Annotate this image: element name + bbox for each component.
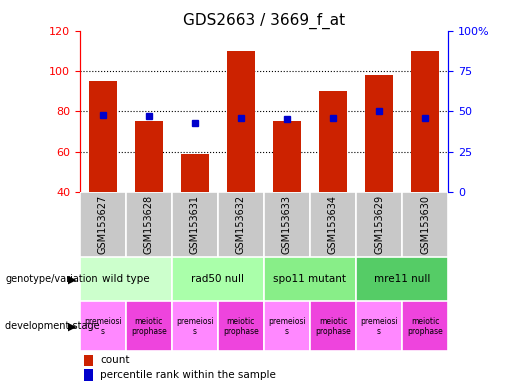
Bar <box>356 301 402 351</box>
Text: GSM153627: GSM153627 <box>98 195 108 254</box>
Bar <box>264 192 310 257</box>
Bar <box>83 369 93 381</box>
Text: meiotic
prophase: meiotic prophase <box>407 317 443 336</box>
Title: GDS2663 / 3669_f_at: GDS2663 / 3669_f_at <box>183 13 345 29</box>
Bar <box>181 154 209 273</box>
Bar <box>402 301 448 351</box>
Bar <box>310 192 356 257</box>
Text: spo11 mutant: spo11 mutant <box>273 274 347 285</box>
Text: genotype/variation: genotype/variation <box>5 274 98 285</box>
Text: premeiosi
s: premeiosi s <box>360 317 398 336</box>
Bar <box>411 51 439 273</box>
Bar <box>126 301 172 351</box>
Text: meiotic
prophase: meiotic prophase <box>131 317 167 336</box>
Text: GSM153632: GSM153632 <box>236 195 246 254</box>
Text: GSM153631: GSM153631 <box>190 195 200 254</box>
Bar <box>218 301 264 351</box>
Text: wild type: wild type <box>102 274 150 285</box>
Text: development stage: development stage <box>5 321 100 331</box>
Bar <box>264 257 356 301</box>
Bar <box>310 301 356 351</box>
Bar <box>172 301 218 351</box>
Bar <box>227 51 255 273</box>
Bar <box>135 121 163 273</box>
Text: meiotic
prophase: meiotic prophase <box>223 317 259 336</box>
Text: GSM153633: GSM153633 <box>282 195 292 254</box>
Bar <box>172 257 264 301</box>
Bar <box>80 301 126 351</box>
Bar <box>264 301 310 351</box>
Text: ▶: ▶ <box>67 274 76 285</box>
Text: mre11 null: mre11 null <box>374 274 430 285</box>
Bar <box>218 192 264 257</box>
Bar <box>356 192 402 257</box>
Text: ▶: ▶ <box>67 321 76 331</box>
Bar <box>80 257 172 301</box>
Bar <box>172 192 218 257</box>
Bar <box>126 192 172 257</box>
Bar <box>319 91 347 273</box>
Bar <box>89 81 116 273</box>
Text: meiotic
prophase: meiotic prophase <box>315 317 351 336</box>
Bar <box>365 75 393 273</box>
Text: premeiosi
s: premeiosi s <box>176 317 214 336</box>
Text: percentile rank within the sample: percentile rank within the sample <box>100 370 276 380</box>
Bar <box>83 355 93 366</box>
Text: GSM153629: GSM153629 <box>374 195 384 254</box>
Bar <box>356 257 448 301</box>
Text: rad50 null: rad50 null <box>192 274 245 285</box>
Text: GSM153628: GSM153628 <box>144 195 154 254</box>
Text: count: count <box>100 356 130 366</box>
Text: GSM153634: GSM153634 <box>328 195 338 254</box>
Bar <box>402 192 448 257</box>
Text: premeiosi
s: premeiosi s <box>84 317 122 336</box>
Text: premeiosi
s: premeiosi s <box>268 317 306 336</box>
Text: GSM153630: GSM153630 <box>420 195 430 254</box>
Bar <box>80 192 126 257</box>
Bar <box>273 121 301 273</box>
